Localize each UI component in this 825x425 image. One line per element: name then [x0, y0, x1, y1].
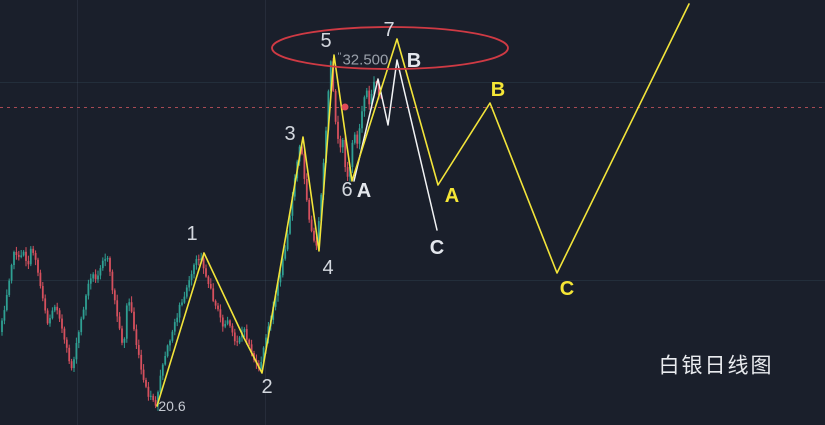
abc-correction-white-line[interactable] [353, 59, 438, 231]
grid-vertical-2 [265, 0, 266, 425]
candles-layer [1, 58, 383, 411]
alert-dashed-line[interactable] [0, 107, 825, 108]
alert-dot-red[interactable] [341, 103, 349, 111]
highlight-ellipse-red[interactable] [271, 26, 509, 70]
grid-vertical-1 [77, 0, 78, 425]
grid-horizontal-1 [0, 82, 825, 83]
grid-horizontal-2 [0, 280, 825, 281]
elliott-wave-yellow-line[interactable] [156, 3, 690, 407]
